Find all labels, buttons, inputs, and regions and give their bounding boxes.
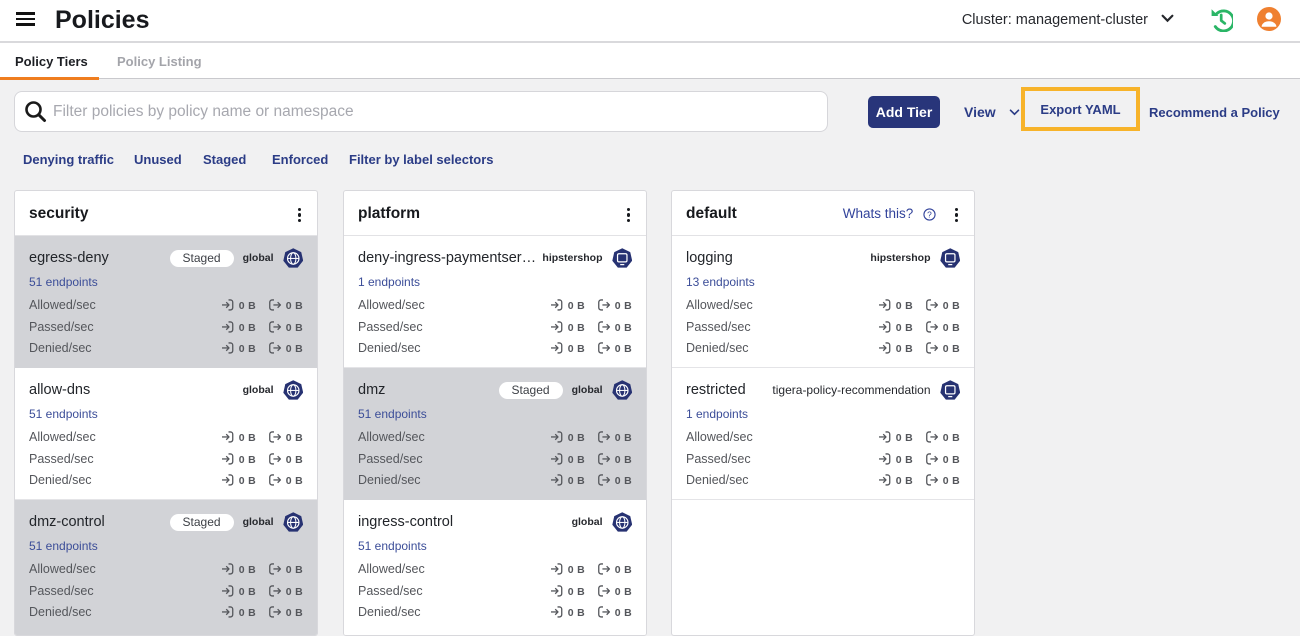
svg-text:?: ?: [927, 209, 932, 219]
